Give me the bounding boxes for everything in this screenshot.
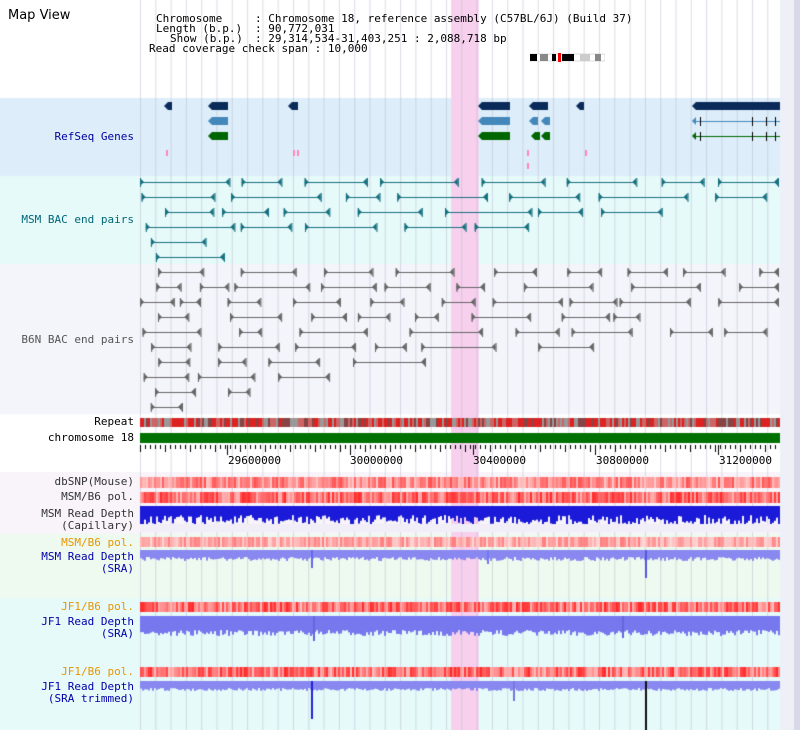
track-label-msm-depth-cap: MSM Read Depth [41, 507, 134, 520]
track-label-refseq-genes: RefSeq Genes [55, 131, 134, 143]
coverage-value: 10,000 [327, 42, 368, 55]
info-length-key: Length (b.p.) [156, 22, 243, 35]
msm-bac-label: MSM BAC end pairs [21, 213, 134, 226]
track-label-msm-bac: MSM BAC end pairs [21, 214, 134, 226]
track-label-jf1-depth-trim-sub: (SRA trimmed) [47, 692, 134, 705]
chromosome-ideogram[interactable] [530, 53, 605, 62]
track-label-msm-depth-sra: MSM Read Depth [41, 550, 134, 563]
track-label-b6n-bac: B6N BAC end pairs [21, 334, 134, 346]
track-label-msm-b6-pol-2: MSM/B6 pol. [61, 536, 134, 549]
info-chromosome-key: Chromosome [156, 12, 223, 25]
track-label-jf1-b6-pol: JF1/B6 pol. [61, 600, 134, 613]
info-chromosome-value: : Chromosome 18, reference assembly (C57… [255, 12, 633, 25]
axis-tick-label: 30400000 [473, 454, 526, 467]
refseq-label: RefSeq Genes [54, 130, 134, 143]
track-label-jf1-depth-sra-sub: (SRA) [100, 627, 134, 640]
track-label-jf1-depth-trim: JF1 Read Depth [41, 680, 134, 693]
axis-tick-label: 30800000 [596, 454, 649, 467]
track-label-msm-depth-cap-sub: (Capillary) [61, 519, 134, 532]
track-label-jf1-depth-sra: JF1 Read Depth [41, 615, 134, 628]
length-value: 90,772,031 [268, 22, 335, 35]
axis-tick-label: 31200000 [719, 454, 772, 467]
track-label-repeat: Repeat [94, 415, 134, 428]
track-label-jf1-b6-pol-2: JF1/B6 pol. [61, 665, 134, 678]
info-show-value: : 29,314,534-31,403,251 : 2,088,718 bp [255, 32, 507, 45]
track-label-chromosome: chromosome 18 [47, 431, 134, 444]
b6n-bac-label: B6N BAC end pairs [21, 333, 134, 346]
show-value: 29,314,534-31,403,251 : 2,088,718 bp [268, 32, 507, 45]
info-length-value: : 90,772,031 [255, 22, 335, 35]
track-label-msm-depth-sra-sub: (SRA) [100, 562, 134, 575]
info-coverage-key: Read coverage check span : 10,000 [149, 42, 368, 55]
page-title: Map View [8, 8, 71, 23]
axis-tick-label: 30000000 [350, 454, 403, 467]
chromosome-value: Chromosome 18, reference assembly (C57BL… [268, 12, 633, 25]
coverage-key: Read coverage check span [149, 42, 308, 55]
info-show-key: Show (b.p.) [170, 32, 243, 45]
axis-tick-label: 29600000 [228, 454, 281, 467]
track-label-msm-b6-pol: MSM/B6 pol. [61, 490, 134, 503]
track-label-dbsnp: dbSNP(Mouse) [54, 475, 134, 488]
